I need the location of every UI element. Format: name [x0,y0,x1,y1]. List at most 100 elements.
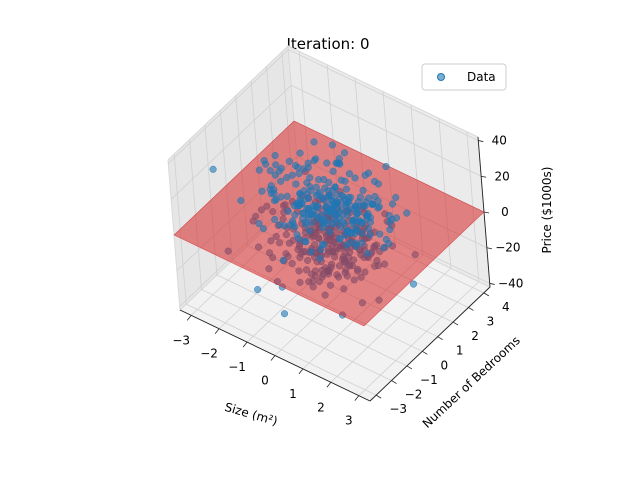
legend-label-data: Data [467,70,496,84]
grid-line-z [288,49,479,141]
z-tick-label: −20 [495,241,520,255]
data-point [346,239,354,247]
data-point [353,210,361,218]
data-point [288,217,297,225]
y-tick-label: −1 [420,373,438,387]
data-point [277,193,285,201]
grid-line-y [216,274,408,367]
data-point [302,238,310,246]
data-point [291,211,299,219]
data-point [316,254,324,263]
data-point [306,174,314,182]
grid-line-z [170,84,292,200]
data-point [284,207,292,215]
grid-line-x [358,281,480,396]
data-point [388,200,397,208]
data-point [382,162,390,171]
data-point [342,185,350,193]
data-point [285,157,293,165]
y-tick-label: 2 [471,329,479,343]
data-point [380,244,388,252]
data-point [314,190,322,198]
data-point [277,164,285,172]
data-point [358,229,366,237]
data-point [345,198,353,206]
y-tick-label: 1 [456,344,464,358]
data-point [323,159,331,167]
x-axis-label: Size (m²) [223,400,279,428]
data-point [304,164,312,172]
data-point [255,166,263,174]
data-point [336,234,344,242]
data-point [258,187,266,195]
data-point [276,221,284,229]
data-point [361,171,369,179]
data-point [349,216,357,224]
grid-line-z [168,49,289,164]
x-tick-label: −2 [200,347,218,361]
data-point [364,225,373,233]
legend: Data [421,63,507,91]
x-tick [242,341,248,348]
data-point [386,218,394,226]
data-point [386,226,394,234]
data-point [312,155,320,163]
data-point [327,210,336,218]
x-tick [298,368,304,375]
data-point [237,197,245,205]
y-tick [375,394,382,399]
data-point [291,223,299,231]
data-point [290,202,298,210]
data-point [337,176,345,184]
z-tick-label: −40 [498,276,523,290]
data-point [295,169,303,178]
z-tick-label: 0 [501,205,509,219]
data-point [369,200,377,208]
z-tick [478,140,484,142]
x-tick-label: 1 [289,387,297,401]
legend-marker [437,73,445,81]
z-tick-label: 20 [494,169,509,183]
data-point [329,167,337,175]
x-tick [214,328,220,334]
data-point [392,214,401,222]
x-tick-label: −1 [228,360,246,374]
z-tick [483,211,490,214]
axes [179,136,495,402]
data-point [335,209,343,217]
data-point [365,194,373,202]
data-point [303,190,311,198]
z-tick [489,283,495,285]
data-point [376,230,384,238]
data-point [356,193,364,201]
data-point [374,180,382,188]
data-point [279,256,287,264]
y-tick [422,350,428,355]
data-point [307,248,315,256]
data-point [374,204,382,212]
grid-line-x [330,267,452,383]
data-point [296,149,304,157]
y-tick-label: −2 [405,388,423,402]
data-point [345,170,353,178]
data-point [259,225,267,233]
x-tick-label: −3 [172,333,190,347]
data-point [385,239,393,248]
grid-line-y [185,303,377,396]
data-point [352,226,360,234]
data-point [292,180,300,188]
data-point [267,189,275,198]
y-tick [406,365,413,370]
data-point [271,215,279,224]
grid-line-z [290,84,482,177]
y-tick-label: 4 [502,300,510,314]
data-point [280,310,289,318]
data-point [337,223,345,231]
y-axis-line [369,286,491,402]
data-point [308,218,316,227]
data-point [283,192,291,200]
x-tick [354,395,360,401]
y-tick [452,321,459,326]
y-tick-label: 0 [440,358,448,372]
